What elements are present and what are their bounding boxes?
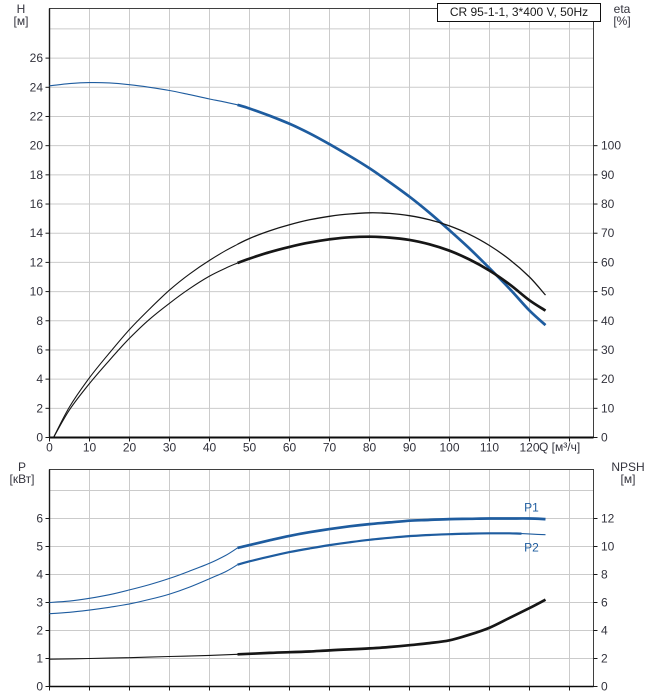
p1-curve <box>49 547 238 604</box>
p2-curve <box>521 533 546 536</box>
eta-total-curve <box>237 235 547 312</box>
y-tick-label-left: 18 <box>30 168 44 182</box>
flow-axis-unit: Q [м³/ч] <box>539 440 581 454</box>
y-tick-label-right: 20 <box>601 372 615 386</box>
x-tick-label: 0 <box>46 441 53 455</box>
y-tick-label-left: 1 <box>36 652 43 666</box>
x-tick-label: 10 <box>83 441 97 455</box>
y-tick-label-left: 2 <box>36 624 43 638</box>
x-tick-label: 100 <box>439 441 459 455</box>
x-tick-label: 90 <box>403 441 417 455</box>
y-tick-label-left: 12 <box>30 255 44 269</box>
p1-curve <box>237 517 546 550</box>
y-tick-label-right: 0 <box>601 431 608 445</box>
y-tick-label-left: 6 <box>36 512 43 526</box>
y-tick-label-left: 4 <box>36 372 43 386</box>
x-tick-label: 50 <box>243 441 257 455</box>
y-tick-label-left: 8 <box>36 314 43 328</box>
pump-model-title: CR 95-1-1, 3*400 V, 50Hz <box>437 3 601 22</box>
y-tick-label-left: 3 <box>36 596 43 610</box>
x-tick-label: 80 <box>363 441 377 455</box>
npsh-axis-name: NPSH <box>611 460 645 474</box>
x-tick-label: 20 <box>123 441 137 455</box>
head-axis-title: H [м] <box>8 3 34 27</box>
y-tick-label-right: 8 <box>601 568 608 582</box>
eta-axis-unit: [%] <box>613 14 631 28</box>
y-tick-label-right: 100 <box>601 139 621 153</box>
x-tick-label: 40 <box>203 441 217 455</box>
x-tick-label: 120 <box>519 441 539 455</box>
y-tick-label-left: 22 <box>30 109 44 123</box>
x-tick-label: 110 <box>480 441 499 455</box>
eta-total-curve <box>53 262 238 438</box>
y-tick-label-left: 10 <box>30 285 44 299</box>
npsh-curve <box>237 598 547 656</box>
y-tick-label-right: 60 <box>601 255 615 269</box>
y-tick-label-left: 0 <box>36 680 43 694</box>
y-tick-label-left: 4 <box>36 568 43 582</box>
npsh-curve <box>49 653 238 660</box>
power-axis-name: P <box>17 460 26 474</box>
npsh-axis-unit: [м] <box>620 472 636 486</box>
eta-axis-name: eta <box>613 2 631 16</box>
y-tick-label-right: 10 <box>601 540 615 554</box>
curve-label-p1: P1 <box>524 501 539 515</box>
power-axis-unit: [кВт] <box>9 472 35 486</box>
y-tick-label-left: 24 <box>30 80 44 94</box>
y-tick-label-right: 80 <box>601 197 615 211</box>
y-tick-label-left: 26 <box>30 51 44 65</box>
y-tick-label-right: 4 <box>601 624 608 638</box>
y-tick-label-left: 0 <box>36 431 43 445</box>
y-tick-label-left: 20 <box>30 139 44 153</box>
y-tick-label-right: 40 <box>601 314 615 328</box>
curve-label-p2: P2 <box>524 541 539 555</box>
y-tick-label-left: 6 <box>36 343 43 357</box>
p2-curve <box>49 564 238 615</box>
x-tick-label: 30 <box>163 441 177 455</box>
y-tick-label-left: 2 <box>36 401 43 415</box>
head-axis-name: H <box>16 2 26 16</box>
x-tick-label: 60 <box>283 441 297 455</box>
y-tick-label-right: 6 <box>601 596 608 610</box>
y-tick-label-right: 0 <box>601 680 608 694</box>
y-tick-label-right: 70 <box>601 226 615 240</box>
head-axis-unit: [м] <box>13 14 29 28</box>
npsh-axis-title: NPSH [м] <box>607 461 649 485</box>
y-tick-label-left: 14 <box>30 226 44 240</box>
y-tick-label-left: 16 <box>30 197 44 211</box>
plot-frame <box>49 8 594 438</box>
y-tick-label-right: 50 <box>601 285 615 299</box>
p2-curve <box>237 532 522 566</box>
y-tick-label-right: 2 <box>601 652 608 666</box>
y-tick-label-left: 5 <box>36 540 43 554</box>
head-curve <box>49 82 238 106</box>
eta-axis-title: eta [%] <box>606 3 638 27</box>
eta-pump-curve <box>53 243 238 438</box>
y-tick-label-right: 12 <box>601 512 615 526</box>
y-tick-label-right: 10 <box>601 401 615 415</box>
plot-frame <box>49 469 594 687</box>
y-tick-label-right: 30 <box>601 343 615 357</box>
x-tick-label: 70 <box>323 441 337 455</box>
y-tick-label-right: 90 <box>601 168 615 182</box>
power-axis-title: P [кВт] <box>4 461 40 485</box>
eta-pump-curve <box>237 212 546 296</box>
